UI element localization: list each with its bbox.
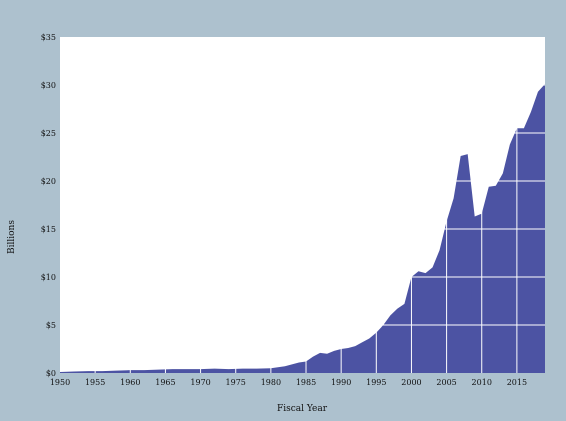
y-tick-label: $0 [46, 369, 56, 378]
x-tick-label: 1950 [50, 378, 70, 387]
y-tick-label: $5 [46, 321, 56, 330]
y-tick-label: $15 [41, 225, 56, 234]
x-tick-label: 2010 [472, 378, 492, 387]
x-tick-label: 1985 [296, 378, 316, 387]
y-tick-label: $20 [41, 177, 56, 186]
x-axis-label: Fiscal Year [277, 404, 328, 414]
x-tick-label: 2005 [436, 378, 456, 387]
x-tick-label: 1975 [226, 378, 246, 387]
y-tick-label: $10 [41, 273, 56, 282]
x-tick-label: 1995 [366, 378, 386, 387]
x-tick-label: 1990 [331, 378, 351, 387]
x-tick-label: 2000 [401, 378, 421, 387]
series-area [60, 84, 545, 373]
y-tick-label: $35 [41, 33, 56, 42]
x-tick-label: 1960 [120, 378, 140, 387]
y-axis-label: Billions [7, 220, 17, 254]
x-tick-label: 2015 [507, 378, 527, 387]
x-tick-label: 1980 [261, 378, 281, 387]
x-tick-label: 1955 [85, 378, 105, 387]
y-tick-label: $25 [41, 129, 56, 138]
x-tick-label: 1970 [190, 378, 210, 387]
y-tick-label: $30 [41, 81, 56, 90]
x-tick-label: 1965 [155, 378, 175, 387]
